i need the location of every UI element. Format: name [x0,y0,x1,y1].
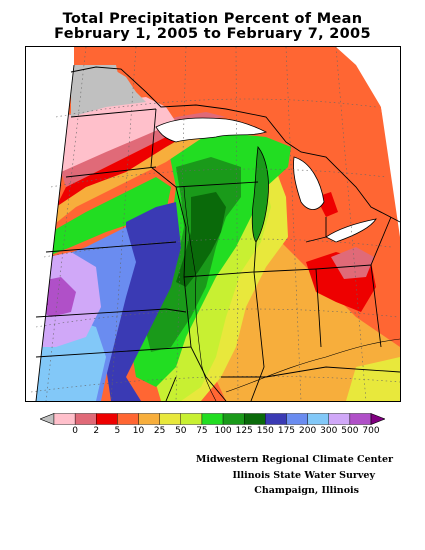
legend-swatch [201,413,224,425]
legend-tick-label: 50 [175,426,187,436]
legend-tick-label: 5 [114,426,121,436]
map-outside-mask-right-2 [336,47,400,217]
legend-tick-label: 25 [153,426,166,436]
legend-swatch [117,413,139,425]
credit-location: Champaign, Illinois [254,485,359,496]
legend-swatch [138,413,160,425]
credit-survey: Illinois State Water Survey [232,470,375,481]
canada-border [70,66,400,223]
legend-swatch [328,413,351,425]
legend-swatch [265,413,287,425]
legend-colorbar [40,413,385,425]
legend-arrow-low [40,413,55,425]
legend-tick-label: 175 [277,426,296,436]
region-dark-green [176,192,226,287]
legend-tick-label: 200 [299,426,317,436]
region-orange-north [46,122,226,227]
region-pink-ohio [331,247,374,279]
legend-tick-label: 2 [93,426,100,436]
legend-swatch [349,413,372,425]
legend-swatch [222,413,245,425]
legend-swatch [243,413,266,425]
region-yellow-southeast [346,357,400,401]
legend-swatch [180,413,203,425]
legend-swatch [159,413,181,425]
legend-swatch [53,413,76,425]
legend-tick-label: 10 [132,426,145,436]
state-boundaries [35,64,400,401]
map-date-range: February 1, 2005 to February 7, 2005 [54,26,371,42]
legend-swatch [96,413,118,425]
precipitation-map [25,46,401,402]
legend-tick-label: 75 [196,426,208,436]
legend-tick-label: 700 [362,426,380,436]
lake-erie [325,218,377,243]
legend-tick-label: 100 [214,426,232,436]
region-gray-northwest-2 [81,65,121,107]
ohio-river [225,338,400,393]
legend-tick-label: 0 [72,426,78,436]
credit-center: Midwestern Regional Climate Center [195,454,393,465]
legend-tick-label: 150 [256,426,274,436]
legend-tick-label: 500 [341,426,359,436]
map-outside-mask [26,47,74,401]
map-canvas [26,47,400,401]
region-green-west [46,177,171,257]
legend-swatch [74,413,97,425]
legend-tick-label: 300 [320,426,338,436]
legend-arrow-high [370,413,385,425]
mississippi-river [183,186,217,401]
lake-superior [155,117,268,143]
region-light-pink-northwest [61,97,176,172]
region-pink-north [61,112,226,187]
legend-swatch [307,413,329,425]
map-title: Total Precipitation Percent of Mean [62,11,363,27]
lake-huron [293,156,325,210]
legend-tick-label: 125 [235,426,253,436]
legend-swatch [286,413,308,425]
